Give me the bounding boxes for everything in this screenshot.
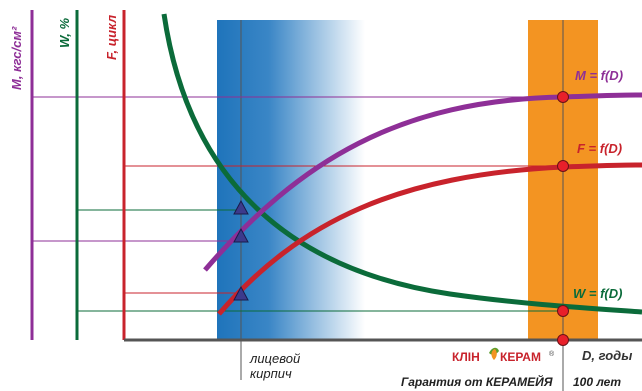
guarantee-marker-m — [557, 91, 569, 103]
years-label: 100 лет — [573, 375, 621, 389]
m-axis-label: M, кгс/см² — [9, 26, 24, 90]
guarantee-marker-w — [557, 305, 569, 317]
series-m-line — [203, 92, 642, 272]
x-axis-label: D, годы — [582, 348, 632, 363]
brick-marker-w — [233, 199, 249, 215]
f-axis-label: F, цикл — [104, 15, 119, 60]
guarantee-text: Гарантия от КЕРАМЕЙЯ — [401, 373, 553, 389]
brand-logo-right: КЕРАМ — [500, 350, 541, 364]
w-axis-label: W, % — [57, 17, 72, 48]
brand-logo-reg: ® — [549, 350, 555, 358]
series-f-line — [217, 162, 642, 316]
series-label-f: F = f(D) — [577, 141, 622, 156]
leaf-icon-2 — [491, 349, 497, 360]
brick-marker-m — [233, 227, 249, 243]
guarantee-marker-axis — [557, 334, 569, 346]
series-w-line — [161, 13, 642, 315]
brand-logo-left: КЛІН — [452, 350, 480, 364]
brand-logo: КЛІН КЕРАМ ® — [452, 347, 555, 364]
series-label-w: W = f(D) — [573, 286, 622, 301]
brick-label-line1: лицевой — [249, 351, 300, 366]
brick-marker-f — [233, 285, 249, 301]
guarantee-marker-f — [557, 160, 569, 172]
series-label-m: M = f(D) — [575, 68, 623, 83]
brick-label-line2: кирпич — [250, 366, 292, 381]
